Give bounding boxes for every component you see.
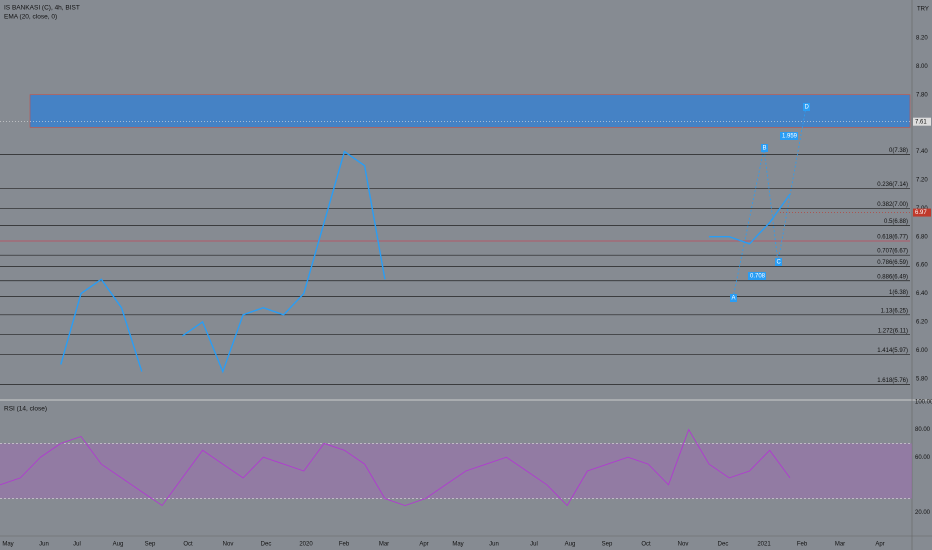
fib-label: 1.414(5.97) bbox=[877, 348, 908, 354]
last-price-label: 6.97 bbox=[915, 210, 927, 216]
fib-label: 1.618(5.76) bbox=[877, 378, 908, 384]
time-label: Mar bbox=[835, 542, 845, 548]
time-label: 2021 bbox=[757, 542, 771, 548]
last-price-tag bbox=[913, 208, 931, 217]
fib-label: 0.786(6.59) bbox=[877, 260, 908, 266]
target-zone bbox=[29, 94, 911, 128]
time-label: May bbox=[452, 542, 463, 548]
rsi-tick-label: 80.00 bbox=[915, 427, 931, 433]
fib-label: 0.382(7.00) bbox=[877, 202, 908, 208]
time-label: Apr bbox=[875, 542, 884, 548]
pattern-point-box bbox=[803, 103, 810, 111]
time-label: Feb bbox=[797, 542, 808, 548]
pattern-point: A bbox=[732, 296, 736, 302]
price-tick-label: 6.40 bbox=[916, 291, 928, 297]
ratio-box bbox=[780, 132, 798, 140]
price-tick-label: 6.60 bbox=[916, 263, 928, 269]
time-label: Apr bbox=[419, 542, 428, 548]
pattern-point-box bbox=[761, 144, 768, 152]
time-label: Nov bbox=[223, 542, 234, 548]
ema-line bbox=[60, 150, 791, 374]
symbol: IS BANKASI (C), 4h, BIST bbox=[4, 5, 80, 12]
target-tag-label: 7.61 bbox=[915, 119, 927, 125]
fib-label: 1(6.38) bbox=[889, 290, 908, 296]
pattern-point-box bbox=[730, 294, 737, 302]
time-label: May bbox=[2, 542, 13, 548]
fib-label: 0.618(6.77) bbox=[877, 235, 908, 241]
time-label: Jul bbox=[530, 542, 538, 548]
price-tick-label: 7.80 bbox=[916, 92, 928, 98]
price-tick-label: 7.40 bbox=[916, 149, 928, 155]
ratio-label: 1.959 bbox=[782, 134, 798, 140]
rsi-tick-label: 20.00 bbox=[915, 510, 931, 516]
rsi-tick-label: 60.00 bbox=[915, 455, 931, 461]
fib-label: 0.707(6.67) bbox=[877, 249, 908, 255]
time-label: Jun bbox=[489, 542, 499, 548]
pattern-line bbox=[732, 106, 807, 299]
price-tick-label: 5.80 bbox=[916, 376, 928, 382]
time-label: Aug bbox=[565, 542, 576, 548]
time-label: Dec bbox=[718, 542, 729, 548]
price-tick-label: 8.20 bbox=[916, 35, 928, 41]
fib-label: 1.272(6.11) bbox=[878, 328, 908, 334]
time-label: Oct bbox=[183, 542, 193, 548]
ratio-box bbox=[748, 272, 766, 280]
rsi-line bbox=[0, 428, 791, 507]
pattern-point: C bbox=[777, 260, 782, 266]
time-label: Aug bbox=[113, 542, 124, 548]
rsi-tick-label: 100.00 bbox=[915, 400, 932, 406]
time-label: 2020 bbox=[299, 542, 313, 548]
price-tick-label: 7.20 bbox=[916, 177, 928, 183]
indicator: EMA (20, close, 0) bbox=[4, 14, 57, 21]
price-tick-label: 6.20 bbox=[916, 319, 928, 325]
price-tick-label: 8.00 bbox=[916, 64, 928, 70]
fib-label: 0(7.38) bbox=[889, 148, 908, 154]
time-label: Feb bbox=[339, 542, 350, 548]
fib-label: 0.236(7.14) bbox=[877, 182, 908, 188]
time-label: Dec bbox=[261, 542, 272, 548]
target-tag bbox=[913, 117, 931, 126]
price-tick-label: 6.80 bbox=[916, 234, 928, 240]
fib-label: 0.5(6.88) bbox=[884, 219, 908, 225]
time-label: Nov bbox=[678, 542, 689, 548]
time-label: Jul bbox=[73, 542, 81, 548]
pattern-point: D bbox=[805, 105, 810, 111]
pattern-point: B bbox=[763, 146, 767, 152]
fib-label: 0.886(6.49) bbox=[877, 274, 908, 280]
price-tick-label: 6.00 bbox=[916, 348, 928, 354]
time-label: Jun bbox=[39, 542, 49, 548]
pattern-point-box bbox=[775, 258, 782, 266]
time-label: Sep bbox=[145, 542, 156, 548]
time-label: Oct bbox=[641, 542, 651, 548]
ratio-label: 0.708 bbox=[750, 274, 766, 280]
time-label: Sep bbox=[602, 542, 613, 548]
rsi-band bbox=[0, 443, 912, 499]
time-label: Mar bbox=[379, 542, 389, 548]
currency: TRY bbox=[917, 7, 929, 13]
rsi-title: RSI (14, close) bbox=[4, 406, 47, 413]
fib-label: 1.13(6.25) bbox=[881, 308, 908, 314]
